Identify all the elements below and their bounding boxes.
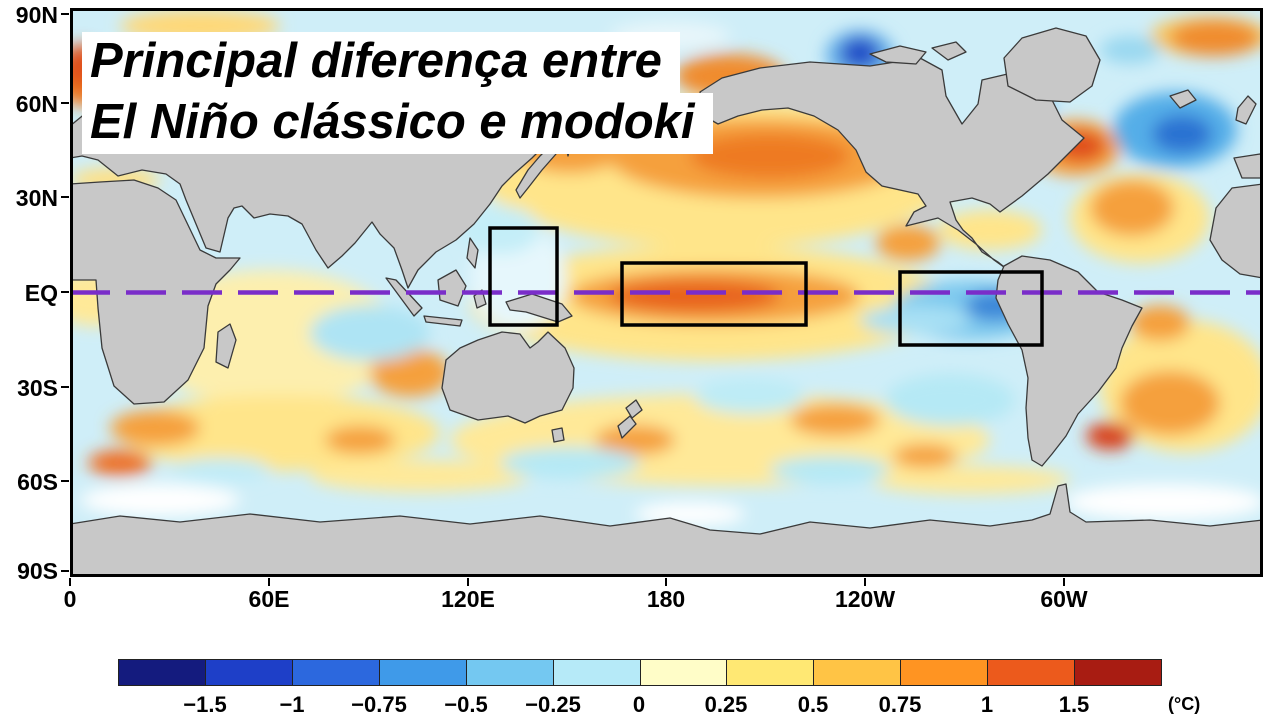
colorbar-cell-8: [814, 660, 902, 685]
y-axis-tick: [61, 102, 69, 104]
x-axis-tick: [665, 578, 667, 586]
x-tick-label-120e: 120E: [441, 586, 495, 612]
y-tick-label-90n: 90N: [15, 2, 58, 28]
island-borneo: [437, 269, 467, 307]
y-tick-label-90s: 90S: [17, 558, 58, 584]
map-frame: [70, 8, 1263, 577]
colorbar-cell-7: [727, 660, 815, 685]
title-line-2: El Niño clássico e modoki: [82, 92, 713, 154]
y-tick-label-30s: 30S: [17, 375, 58, 401]
x-axis-tick: [864, 578, 866, 586]
colorbar-tick-label: 1: [980, 692, 994, 717]
colorbar-cell-6: [640, 660, 728, 685]
west-pacific-box: [488, 226, 559, 327]
colorbar-cell-2: [292, 660, 380, 685]
colorbar-cell-1: [205, 660, 293, 685]
y-tick-label-eq: EQ: [24, 280, 58, 306]
y-axis-tick: [61, 386, 69, 388]
x-tick-label-60w: 60W: [1040, 586, 1088, 612]
island-madagascar: [215, 323, 237, 369]
landmass-antarctica: [70, 483, 1263, 577]
colorbar-cell-10: [988, 660, 1076, 685]
island-britain: [1235, 95, 1257, 125]
x-tick-label-60e: 60E: [248, 586, 290, 612]
colorbar-tick-label: 0.5: [797, 692, 829, 717]
x-axis-tick: [467, 578, 469, 586]
colorbar-cell-11: [1075, 660, 1162, 685]
arctic-islands: [869, 45, 927, 65]
colorbar: [118, 659, 1162, 686]
region-boxes: [488, 226, 1044, 347]
y-tick-label-60s: 60S: [17, 469, 58, 495]
colorbar-tick-label: 0: [632, 692, 646, 717]
x-tick-label-0: 0: [63, 586, 77, 612]
island-iceland: [1169, 89, 1197, 109]
x-axis-tick: [69, 578, 71, 586]
colorbar-tick-label: 0.75: [878, 692, 922, 717]
colorbar-cell-4: [466, 660, 554, 685]
y-axis-tick: [61, 196, 69, 198]
colorbar-unit-label: (°C): [1168, 694, 1201, 714]
colorbar-cell-5: [553, 660, 641, 685]
island-philippines: [466, 237, 479, 269]
colorbar-cell-9: [901, 660, 989, 685]
east-pacific-box: [898, 270, 1044, 347]
landmass-iberia: [1233, 153, 1263, 179]
x-axis-tick: [1063, 578, 1065, 586]
x-axis-tick: [268, 578, 270, 586]
y-axis-tick: [61, 570, 69, 572]
island-java: [423, 315, 463, 327]
colorbar-cell-3: [379, 660, 467, 685]
y-axis-tick: [61, 480, 69, 482]
central-pacific-box: [620, 261, 808, 327]
y-axis-tick: [61, 13, 69, 15]
y-axis-tick: [61, 291, 69, 293]
landmass-greenland: [1003, 27, 1101, 103]
colorbar-tick-label: −0.25: [525, 692, 581, 717]
landmass-north-america: [699, 57, 1085, 271]
colorbar-tick-label: 1.5: [1058, 692, 1090, 717]
colorbar-tick-label: −0.75: [351, 692, 407, 717]
island-sumatra: [385, 277, 423, 317]
colorbar-tick-label: −1: [279, 692, 305, 717]
island-japan: [515, 145, 557, 199]
y-tick-label-30n: 30N: [15, 185, 58, 211]
colorbar-cell-0: [119, 660, 206, 685]
title-line-1: Principal diferença entre: [82, 32, 680, 93]
x-tick-label-180: 180: [646, 586, 686, 612]
island-tasmania: [551, 427, 565, 443]
x-tick-label-120w: 120W: [834, 586, 896, 612]
landmass-west-africa: [1209, 183, 1263, 279]
colorbar-tick-label: −1.5: [183, 692, 227, 717]
island-new-zealand-north: [625, 399, 643, 419]
title-overlay: Principal diferença entre El Niño clássi…: [82, 32, 713, 154]
y-tick-label-60n: 60N: [15, 91, 58, 117]
colorbar-tick-label: 0.25: [704, 692, 748, 717]
sst-anomaly-field: [70, 10, 1263, 526]
island-new-zealand-south: [617, 415, 637, 439]
landmass-australia: [441, 331, 575, 424]
colorbar-tick-label: −0.5: [444, 692, 488, 717]
arctic-islands-2: [931, 41, 967, 61]
